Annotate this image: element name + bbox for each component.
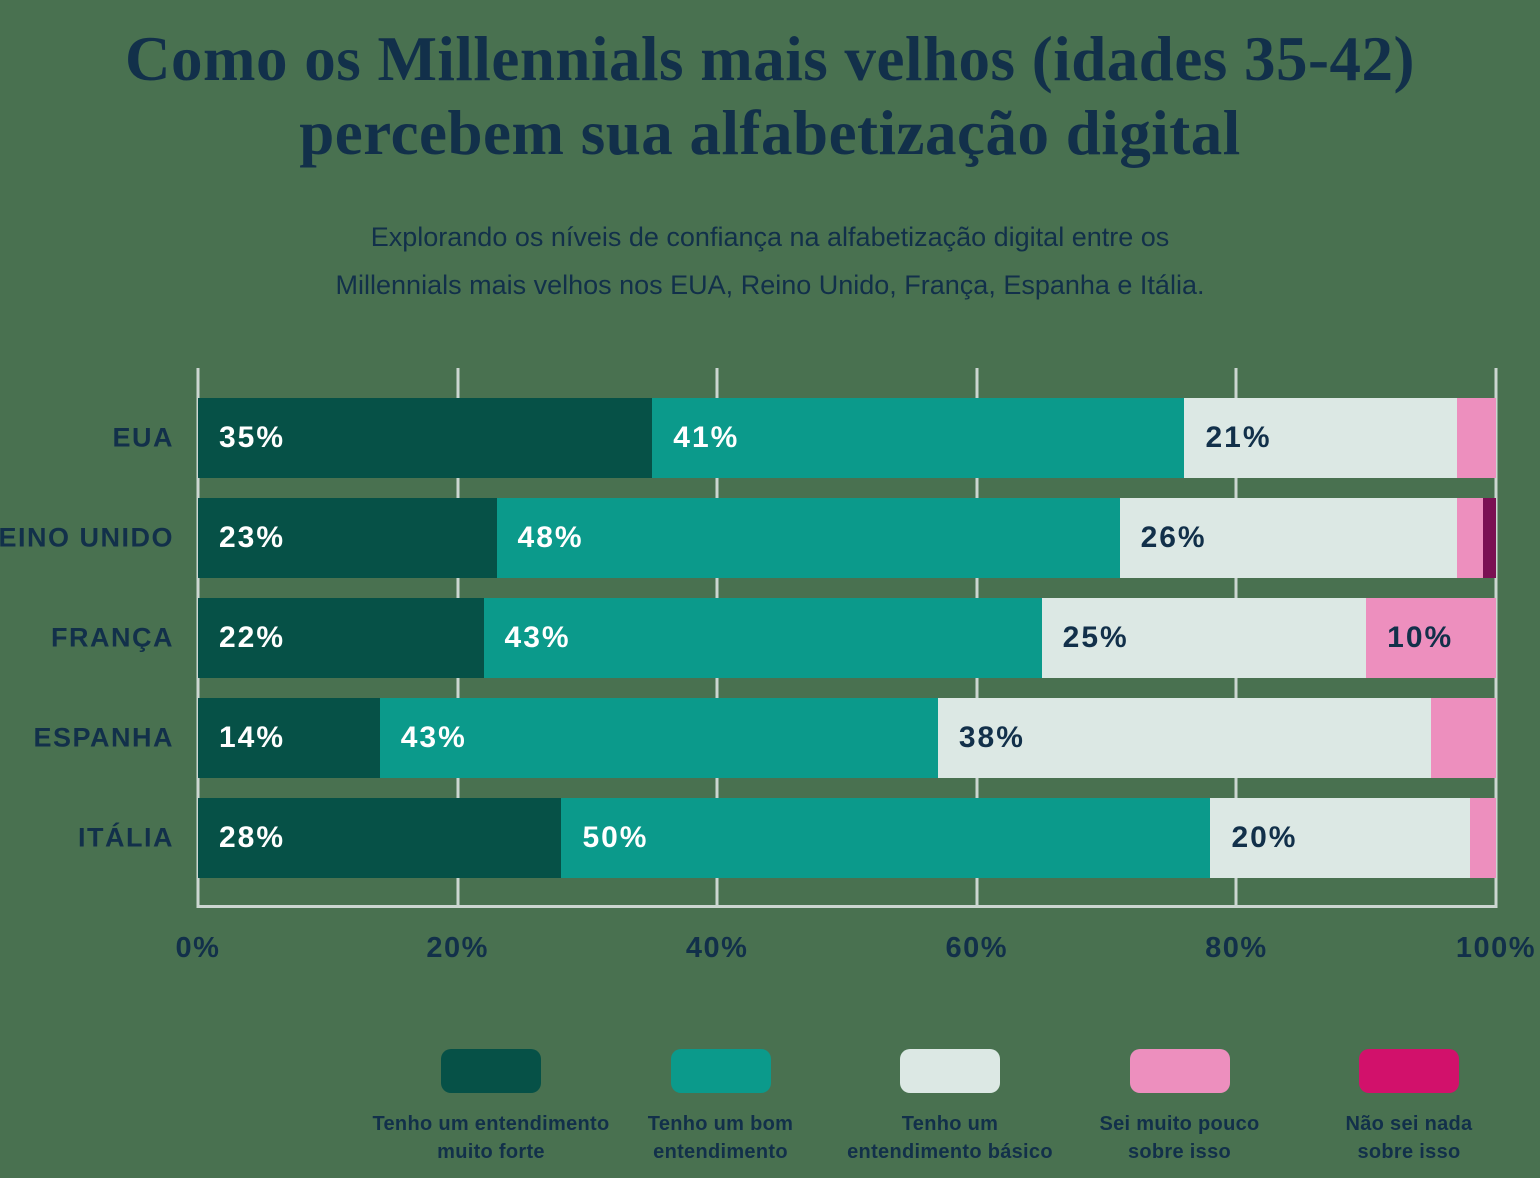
bar-segment: 23% bbox=[198, 498, 497, 578]
segment-value-label: 41% bbox=[673, 421, 740, 454]
bar-row: FRANÇA 22% 43% 25% 10% bbox=[51, 598, 1496, 678]
x-tick-label: 0% bbox=[175, 932, 221, 964]
bar-segment bbox=[1457, 498, 1483, 578]
x-tick-label: 40% bbox=[685, 932, 749, 964]
segment-value-label: 26% bbox=[1140, 521, 1207, 554]
legend-swatch bbox=[900, 1049, 1000, 1093]
segment-value-label: 21% bbox=[1205, 421, 1272, 454]
segment-value-label: 43% bbox=[504, 621, 571, 654]
segment-value-label: 22% bbox=[219, 621, 286, 654]
segment-value-label: 35% bbox=[219, 421, 286, 454]
segment-value-label: 20% bbox=[1231, 821, 1298, 854]
bar-row: REINO UNIDO 23% 48% 26% bbox=[0, 498, 1496, 578]
legend-item-label: Não sei nada sobre isso bbox=[1345, 1113, 1473, 1163]
category-label: FRANÇA bbox=[51, 622, 174, 653]
legend-item: Tenho um entendimento básico bbox=[820, 1049, 1080, 1166]
bar-segment: 20% bbox=[1210, 798, 1471, 878]
legend-item: Tenho um entendimento muito forte bbox=[361, 1049, 621, 1166]
bar-segment: 22% bbox=[198, 598, 484, 678]
category-label: ITÁLIA bbox=[78, 822, 174, 853]
bar-segment: 25% bbox=[1041, 598, 1367, 678]
legend-swatch bbox=[441, 1049, 541, 1093]
legend-item-label: Tenho um entendimento básico bbox=[847, 1113, 1053, 1163]
bar-segment bbox=[1470, 798, 1496, 878]
x-tick-label: 100% bbox=[1455, 932, 1537, 964]
segment-value-label: 43% bbox=[400, 721, 467, 754]
bar-segment: 28% bbox=[198, 798, 562, 878]
legend-swatch bbox=[1129, 1049, 1230, 1093]
bar-segment: 21% bbox=[1184, 398, 1458, 478]
bar-segment: 43% bbox=[379, 698, 938, 778]
bar-segment: 10% bbox=[1366, 598, 1496, 678]
legend-item: Tenho um bom entendimento bbox=[591, 1049, 851, 1166]
bar-row: EUA 35% 41% 21% bbox=[112, 398, 1496, 478]
bar-segment bbox=[1482, 498, 1496, 578]
bar-segment: 35% bbox=[198, 398, 653, 478]
bar-segment: 26% bbox=[1119, 498, 1458, 578]
legend-item-label: Sei muito pouco sobre isso bbox=[1099, 1113, 1260, 1163]
category-label: EUA bbox=[112, 422, 174, 453]
legend-item-label: Tenho um bom entendimento bbox=[647, 1113, 794, 1163]
x-axis-line bbox=[198, 905, 1496, 908]
plot-area: EUA 35% 41% 21% REINO UNIDO 23% 48% 26% FRANÇA 22… bbox=[0, 368, 1498, 908]
segment-value-label: 25% bbox=[1062, 621, 1129, 654]
legend-item: Sei muito pouco sobre isso bbox=[1050, 1049, 1310, 1166]
page-title: Como os Millennials mais velhos (idades … bbox=[124, 24, 1416, 169]
segment-value-label: 23% bbox=[219, 521, 286, 554]
bar-segment: 41% bbox=[652, 398, 1185, 478]
segment-value-label: 10% bbox=[1387, 621, 1454, 654]
legend-swatch bbox=[1359, 1049, 1459, 1093]
segment-value-label: 48% bbox=[517, 521, 584, 554]
legend-swatch bbox=[670, 1049, 771, 1093]
bar-segment: 43% bbox=[483, 598, 1042, 678]
legend-item-label: Tenho um entendimento muito forte bbox=[372, 1113, 610, 1163]
segment-value-label: 38% bbox=[958, 721, 1025, 754]
category-label: REINO UNIDO bbox=[0, 522, 174, 553]
bar-segment: 38% bbox=[937, 698, 1432, 778]
bar-segment bbox=[1457, 398, 1496, 478]
segment-value-label: 14% bbox=[219, 721, 286, 754]
gridline bbox=[1494, 368, 1498, 908]
bar-segment: 48% bbox=[496, 498, 1120, 578]
x-tick-label: 60% bbox=[945, 932, 1009, 964]
category-label: ESPANHA bbox=[33, 722, 174, 753]
x-tick-label: 80% bbox=[1205, 932, 1268, 964]
x-tick-label: 20% bbox=[426, 932, 489, 964]
page-subtitle: Explorando os níveis de confiança na alf… bbox=[335, 222, 1205, 301]
bar-segment bbox=[1431, 698, 1496, 778]
segment-value-label: 50% bbox=[582, 821, 649, 854]
bar-row: ITÁLIA 28% 50% 20% bbox=[78, 798, 1496, 878]
bar-segment: 14% bbox=[198, 698, 380, 778]
segment-value-label: 28% bbox=[219, 821, 286, 854]
legend-item: Não sei nada sobre isso bbox=[1279, 1049, 1539, 1166]
bar-row: ESPANHA 14% 43% 38% bbox=[33, 698, 1496, 778]
bar-segment: 50% bbox=[561, 798, 1211, 878]
